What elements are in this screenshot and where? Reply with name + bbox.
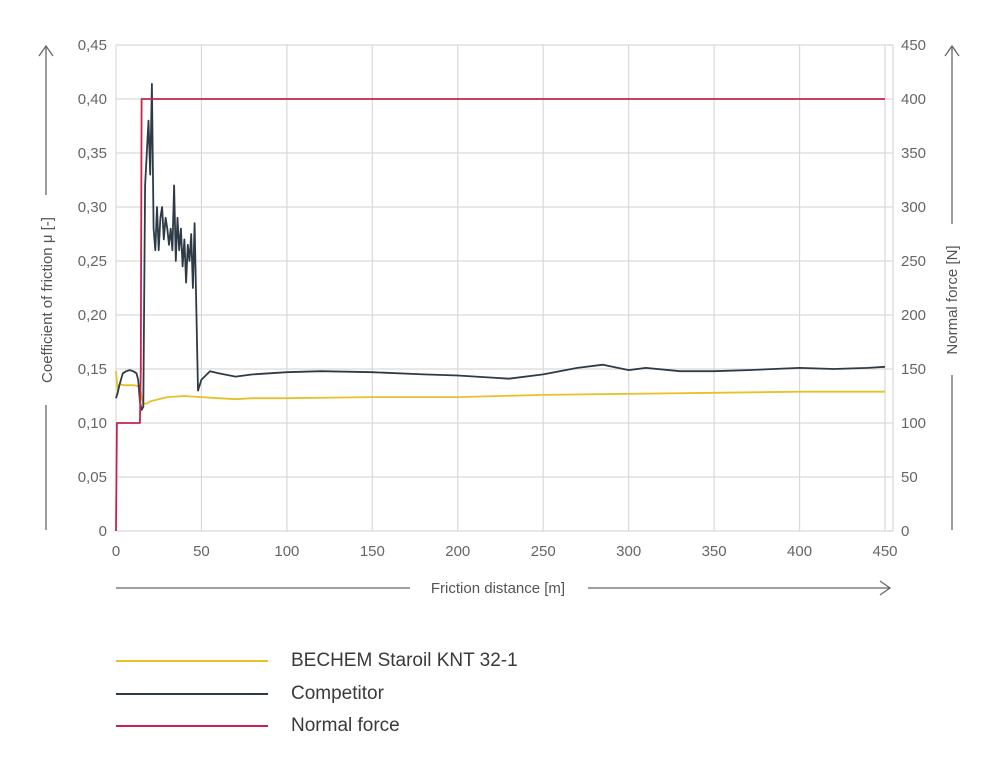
y2-tick-label: 50 (901, 469, 918, 486)
legend-label: Competitor (291, 682, 384, 704)
x-axis-title: Friction distance [m] (431, 580, 565, 597)
y2-tick-label: 300 (901, 199, 926, 216)
x-tick-label: 50 (193, 543, 210, 560)
x-tick-label: 150 (360, 543, 385, 560)
x-tick-label: 350 (702, 543, 727, 560)
y-tick-label: 0,45 (78, 37, 107, 54)
y-tick-label: 0,20 (78, 307, 107, 324)
y2-axis-title-group: Normal force [N] (944, 44, 961, 530)
legend-swatch (116, 725, 268, 728)
y2-axis-ticks: 0 50 100 150 200 250 300 350 400 450 (901, 37, 926, 540)
legend-item-normal-force: Normal force (116, 710, 518, 743)
legend-label: BECHEM Staroil KNT 32-1 (291, 650, 518, 672)
x-tick-label: 300 (616, 543, 641, 560)
y2-tick-label: 100 (901, 415, 926, 432)
chart-grid (115, 44, 894, 532)
y-tick-label: 0,35 (78, 145, 107, 162)
arrow-up-icon (38, 44, 54, 57)
y2-axis-title: Normal force [N] (944, 245, 961, 354)
y-axis-title-group: Coefficient of friction μ [-] (38, 44, 56, 530)
legend-item-bechem: BECHEM Staroil KNT 32-1 (116, 645, 518, 678)
y-tick-label: 0,25 (78, 253, 107, 270)
x-tick-label: 100 (274, 543, 299, 560)
series-line-normal-force (115, 98, 885, 532)
y-axis-title: Coefficient of friction μ [-] (39, 217, 56, 383)
legend-item-competitor: Competitor (116, 678, 518, 711)
arrow-right-icon (879, 580, 892, 596)
x-tick-label: 450 (872, 543, 897, 560)
y-tick-label: 0,05 (78, 469, 107, 486)
y2-tick-label: 200 (901, 307, 926, 324)
x-axis-ticks: 0 50 100 150 200 250 300 350 400 450 (112, 543, 898, 560)
series-line-bechem-staroil-knt-32-1 (115, 371, 885, 405)
y-tick-label: 0 (99, 523, 107, 540)
y-tick-label: 0,10 (78, 415, 107, 432)
x-tick-label: 200 (445, 543, 470, 560)
y-axis-ticks: 0 0,05 0,10 0,15 0,20 0,25 0,30 0,35 0,40 0,45 (78, 37, 107, 540)
y-tick-label: 0,15 (78, 361, 107, 378)
y2-tick-label: 350 (901, 145, 926, 162)
y2-tick-label: 0 (901, 523, 909, 540)
arrow-up-icon (944, 44, 960, 57)
legend-label: Normal force (291, 715, 400, 737)
y2-tick-label: 450 (901, 37, 926, 54)
chart-series (115, 83, 886, 532)
series-line-competitor (115, 83, 886, 411)
chart-legend: BECHEM Staroil KNT 32-1 Competitor Norma… (116, 645, 518, 743)
friction-chart: 0 50 100 150 200 250 300 350 400 450 0 0,05 0,10 0,1… (38, 37, 961, 597)
y2-tick-label: 250 (901, 253, 926, 270)
x-axis-title-group: Friction distance [m] (116, 580, 892, 597)
y-tick-label: 0,40 (78, 91, 107, 108)
y2-tick-label: 400 (901, 91, 926, 108)
y2-tick-label: 150 (901, 361, 926, 378)
legend-swatch (116, 692, 268, 695)
x-tick-label: 250 (531, 543, 556, 560)
x-tick-label: 0 (112, 543, 120, 560)
y-tick-label: 0,30 (78, 199, 107, 216)
legend-swatch (116, 660, 268, 663)
x-tick-label: 400 (787, 543, 812, 560)
